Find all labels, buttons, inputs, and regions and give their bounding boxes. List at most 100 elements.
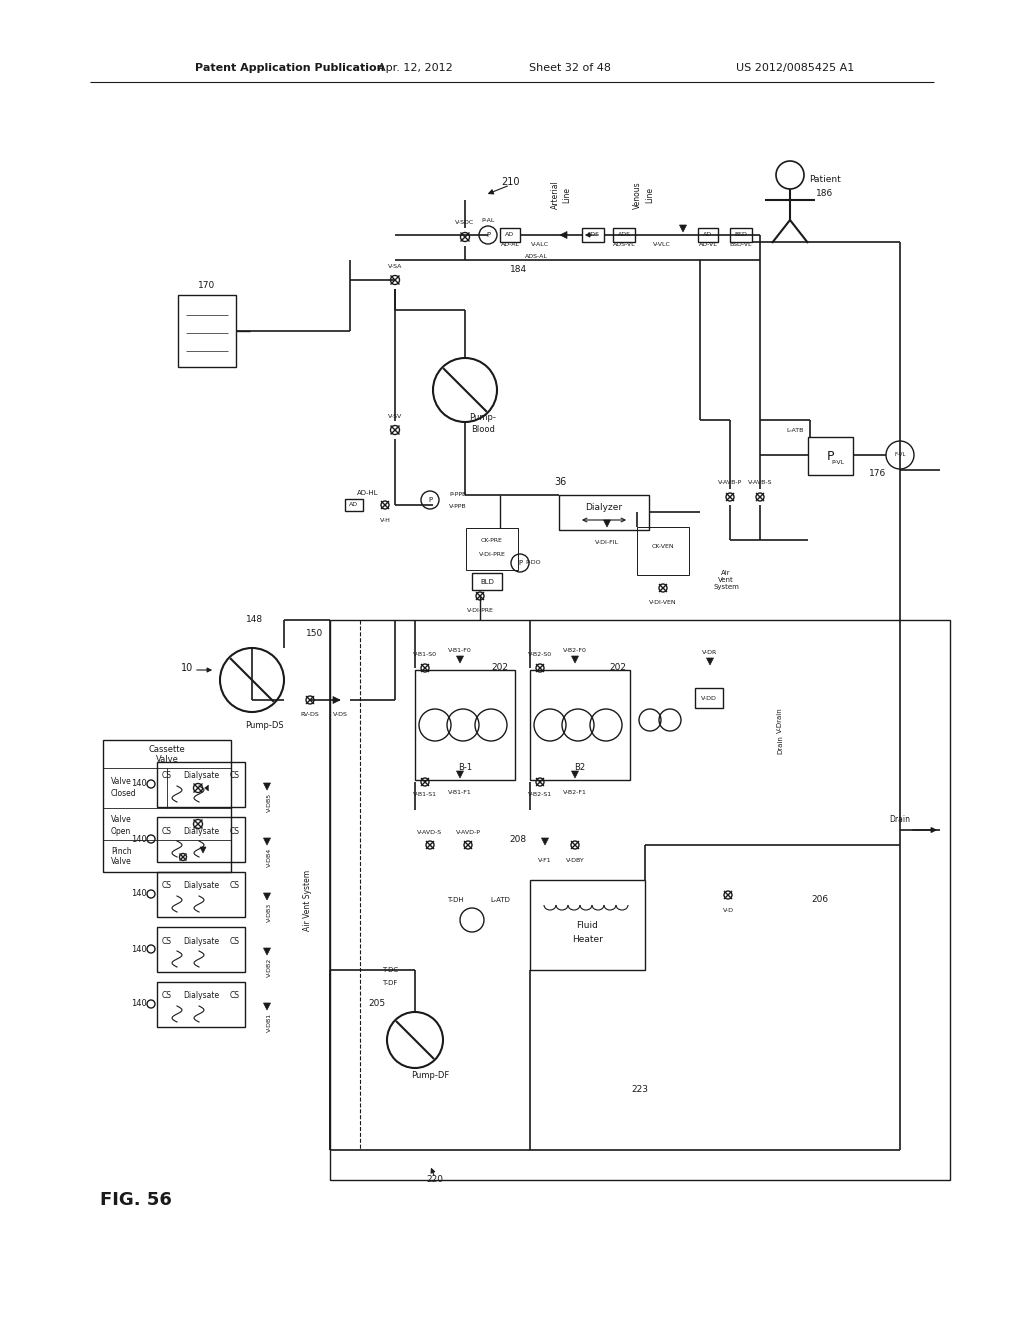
Polygon shape	[571, 656, 579, 663]
Bar	[695, 688, 723, 708]
Polygon shape	[263, 948, 270, 954]
Text: Open: Open	[111, 828, 131, 837]
Text: L-ATB: L-ATB	[786, 428, 804, 433]
Text: Dialysate: Dialysate	[183, 882, 219, 891]
Text: US 2012/0085425 A1: US 2012/0085425 A1	[736, 63, 854, 73]
Bar	[466, 528, 518, 570]
Text: V-D: V-D	[723, 908, 733, 912]
Text: T-DH: T-DH	[446, 898, 463, 903]
Bar	[500, 228, 520, 242]
Text: Venous: Venous	[633, 181, 641, 209]
Text: B2: B2	[574, 763, 586, 772]
Text: V-B1-S0: V-B1-S0	[413, 652, 437, 657]
Text: CS: CS	[162, 882, 172, 891]
Text: AD: AD	[506, 232, 515, 238]
Text: Closed: Closed	[111, 789, 136, 799]
Text: V-DBY: V-DBY	[565, 858, 585, 862]
Text: Dialysate: Dialysate	[183, 936, 219, 945]
Text: Air
Vent
System: Air Vent System	[713, 570, 739, 590]
Text: 186: 186	[816, 189, 834, 198]
Polygon shape	[263, 1003, 270, 1010]
Text: AD: AD	[349, 503, 358, 507]
Text: 184: 184	[510, 265, 527, 275]
Text: V-DS: V-DS	[333, 713, 347, 718]
Bar	[559, 495, 649, 531]
Text: BSD-VL: BSD-VL	[730, 243, 753, 248]
Text: P: P	[518, 560, 522, 566]
Text: Pump-DS: Pump-DS	[245, 721, 284, 730]
Text: Fluid: Fluid	[577, 920, 598, 929]
Text: V-DI-PRE: V-DI-PRE	[478, 552, 506, 557]
Polygon shape	[205, 785, 209, 791]
Bar	[530, 671, 630, 780]
Text: 140: 140	[131, 890, 146, 899]
Text: P-PPB: P-PPB	[450, 492, 467, 498]
Text: P-DO: P-DO	[525, 561, 541, 565]
Text: AD-AL: AD-AL	[501, 243, 519, 248]
Text: V-DR: V-DR	[702, 649, 718, 655]
Text: V-B2-F0: V-B2-F0	[563, 648, 587, 652]
Text: AD: AD	[703, 232, 713, 238]
Text: Arterial: Arterial	[551, 181, 559, 210]
Bar	[345, 499, 362, 511]
Text: Dialysate: Dialysate	[183, 826, 219, 836]
Text: V-DB4: V-DB4	[266, 847, 271, 867]
Bar	[157, 982, 245, 1027]
Text: V-B1-F0: V-B1-F0	[449, 648, 472, 652]
Text: Drain: Drain	[777, 735, 783, 755]
Text: Patent Application Publication: Patent Application Publication	[195, 63, 384, 73]
Text: 206: 206	[811, 895, 828, 904]
Text: Air Vent System: Air Vent System	[302, 870, 311, 931]
Text: Line: Line	[562, 187, 571, 203]
Bar	[582, 228, 604, 242]
Text: CK-VEN: CK-VEN	[651, 544, 675, 549]
Text: V-SA: V-SA	[388, 264, 402, 268]
Text: 176: 176	[869, 469, 887, 478]
Text: 140: 140	[131, 999, 146, 1008]
Text: 140: 140	[131, 780, 146, 788]
Bar	[637, 527, 689, 576]
Text: Dialysate: Dialysate	[183, 991, 219, 1001]
Text: Blood: Blood	[471, 425, 495, 434]
Text: CS: CS	[162, 991, 172, 1001]
Polygon shape	[200, 847, 206, 853]
Text: 202: 202	[609, 664, 627, 672]
Text: CS: CS	[162, 936, 172, 945]
Bar	[103, 741, 231, 873]
Text: CS: CS	[230, 991, 240, 1001]
Text: V-AVB-S: V-AVB-S	[748, 480, 772, 486]
Text: CS: CS	[230, 771, 240, 780]
Text: 205: 205	[369, 998, 386, 1007]
Text: V-DB1: V-DB1	[266, 1012, 271, 1031]
Text: RV-DS: RV-DS	[301, 713, 319, 718]
Text: 223: 223	[632, 1085, 648, 1094]
Text: P-AL: P-AL	[481, 218, 495, 223]
Text: Patient: Patient	[809, 176, 841, 185]
Text: 210: 210	[501, 177, 519, 187]
Polygon shape	[603, 520, 610, 527]
Bar	[730, 228, 752, 242]
Text: 140: 140	[131, 945, 146, 953]
Text: Pinch: Pinch	[111, 847, 132, 857]
Text: 170: 170	[199, 281, 216, 289]
Text: 202: 202	[492, 664, 509, 672]
Text: Dialysate: Dialysate	[183, 771, 219, 780]
Text: V-DB2: V-DB2	[266, 957, 271, 977]
Text: CS: CS	[230, 936, 240, 945]
Text: V-SV: V-SV	[388, 413, 402, 418]
Text: P: P	[486, 232, 490, 238]
Text: V-ALC: V-ALC	[530, 243, 549, 248]
Text: V-Drain: V-Drain	[777, 708, 783, 733]
Text: F-VL: F-VL	[894, 453, 906, 458]
Text: CS: CS	[162, 771, 172, 780]
Polygon shape	[707, 657, 714, 665]
Text: V-DB5: V-DB5	[266, 792, 271, 812]
Text: V-DB3: V-DB3	[266, 903, 271, 921]
Text: 10: 10	[181, 663, 194, 673]
Text: V-AVD-P: V-AVD-P	[456, 829, 480, 834]
Text: Pump-DF: Pump-DF	[411, 1071, 450, 1080]
Polygon shape	[560, 231, 567, 239]
Polygon shape	[542, 838, 549, 845]
Polygon shape	[263, 838, 270, 845]
Polygon shape	[263, 783, 270, 789]
